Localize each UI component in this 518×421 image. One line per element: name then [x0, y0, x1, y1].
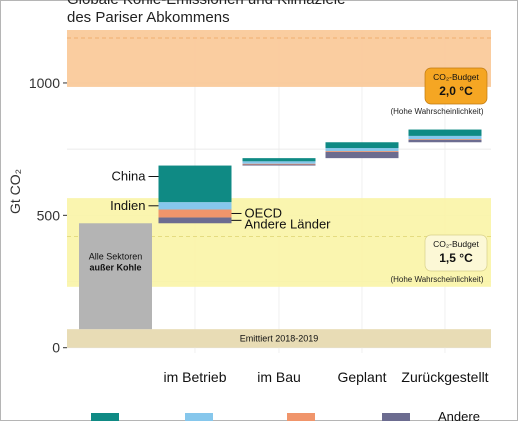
x-category-label: im Bau	[257, 369, 301, 385]
bar-segment-oecd	[242, 163, 316, 165]
bar-segment-china	[408, 129, 482, 136]
y-tick-label: 0	[52, 340, 60, 356]
budget-2-0-title: CO₂-Budget	[433, 72, 479, 82]
emitted-label: Emittiert 2018-2019	[240, 333, 319, 343]
bar-segment-andere-l-nder	[325, 151, 399, 159]
annotation-andere-laender: Andere Länder	[245, 216, 332, 231]
annotation-indien: Indien	[110, 198, 145, 213]
legend-label-andere: Andere	[438, 409, 480, 421]
bar-segment-andere-l-nder	[242, 164, 316, 166]
annotation-oecd: OECD	[245, 205, 283, 220]
bar-segment-china	[242, 158, 316, 162]
bar-segment-oecd	[408, 139, 482, 140]
budget-2-0-value: 2,0 °C	[439, 84, 473, 98]
base-bar	[79, 223, 152, 330]
bar-segment-china	[158, 165, 232, 203]
budget-1-5-note: (Hohe Wahrscheinlichkeit)	[390, 275, 483, 284]
chart-title-line-2: des Pariser Abkommens	[67, 9, 230, 26]
bar-segment-oecd	[325, 150, 399, 152]
bar-segment-oecd	[158, 209, 232, 218]
budget-1-5-value: 1,5 °C	[439, 251, 473, 265]
bar-segment-andere-l-nder	[158, 217, 232, 224]
annotation-china: China	[112, 169, 147, 184]
chart-title-line-1: Globale Kohle-Emissionen und Klimaziele	[67, 0, 345, 8]
budget-2-0-band	[67, 30, 491, 87]
bar-segment-indien	[325, 148, 399, 151]
x-category-label: Zurückgestellt	[401, 369, 488, 385]
budget-1-5-box	[424, 234, 488, 272]
emitted-band	[67, 329, 491, 348]
legend-swatch-indien	[185, 413, 213, 421]
budget-2-0-box	[424, 67, 488, 105]
y-tick-label: 1000	[29, 75, 60, 91]
bar-segment-indien	[408, 135, 482, 140]
y-axis-label: Gt CO₂	[7, 169, 23, 214]
legend-swatch-andere-l-nder	[382, 413, 410, 421]
bar-segment-indien	[158, 202, 232, 210]
y-tick-label: 500	[37, 207, 61, 223]
base-bar-label-1: Alle Sektoren	[89, 251, 143, 261]
base-bar-label-2: außer Kohle	[89, 262, 141, 272]
bar-segment-andere-l-nder	[408, 139, 482, 143]
legend-swatch-china	[91, 413, 119, 421]
budget-1-5-title: CO₂-Budget	[433, 239, 479, 249]
legend-swatch-oecd	[287, 413, 315, 421]
x-category-label: im Betrieb	[163, 369, 226, 385]
bar-segment-china	[325, 142, 399, 149]
bar-segment-indien	[242, 161, 316, 164]
x-category-label: Geplant	[337, 369, 386, 385]
budget-2-0-note: (Hohe Wahrscheinlichkeit)	[390, 107, 483, 116]
